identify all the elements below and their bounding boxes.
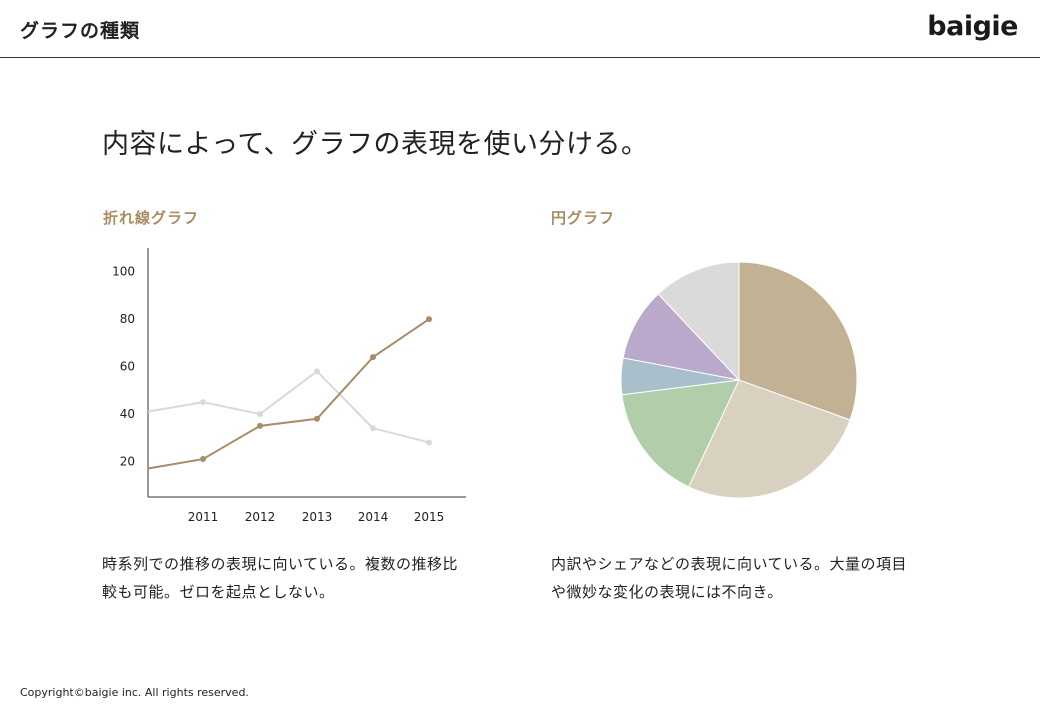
x-tick-label: 2014 (358, 510, 389, 524)
series-2-point (200, 399, 206, 406)
y-tick-label: 20 (120, 454, 135, 468)
line-chart-description: 時系列での推移の表現に向いている。複数の推移比 較も可能。ゼロを起点としない。 (102, 550, 502, 606)
x-tick-label: 2015 (414, 510, 445, 524)
pie-slice-2 (688, 379, 851, 499)
series-1-point (426, 316, 432, 323)
x-tick-label: 2011 (188, 510, 219, 524)
x-tick-label: 2012 (245, 510, 276, 524)
pie-chart-description: 内訳やシェアなどの表現に向いている。大量の項目 や微妙な変化の表現には不向き。 (551, 550, 941, 606)
series-1-point (257, 422, 263, 429)
y-tick-label: 40 (120, 407, 135, 421)
pie-slice-3 (621, 379, 740, 488)
pie-chart-label: 円グラフ (551, 209, 616, 227)
x-tick-label: 2013 (302, 510, 333, 524)
page-title: グラフの種類 (20, 20, 141, 42)
y-tick-label: 100 (112, 265, 135, 279)
pie-description-line-1: 内訳やシェアなどの表現に向いている。大量の項目 (551, 555, 908, 573)
slide-headline: 内容によって、グラフの表現を使い分ける。 (102, 129, 649, 160)
line-description-line-2: 較も可能。ゼロを起点としない。 (102, 583, 335, 601)
series-2-point (314, 368, 320, 375)
series-2-point (257, 411, 263, 417)
series-2-point (426, 439, 432, 446)
pie-slice-1 (738, 261, 858, 421)
pie-slice-5 (622, 293, 741, 381)
y-tick-label: 80 (120, 312, 135, 326)
series-1-point (370, 354, 376, 361)
brand-logo[interactable]: baigie (927, 11, 1018, 42)
series-1-point (200, 456, 206, 463)
series-1-point (314, 415, 320, 422)
line-chart-label: 折れ線グラフ (103, 209, 200, 227)
header-bar: グラフの種類 baigie (0, 0, 1040, 58)
pie-slice-6 (657, 261, 740, 382)
pie-description-line-2: や微妙な変化の表現には不向き。 (551, 583, 783, 601)
line-description-line-1: 時系列での推移の表現に向いている。複数の推移比 (102, 555, 459, 573)
series-line-2 (147, 369, 430, 444)
y-tick-label: 60 (120, 360, 135, 374)
series-line-1 (147, 318, 430, 470)
copyright-notice: Copyright©baigie inc. All rights reserve… (20, 686, 249, 699)
series-2-point (370, 425, 376, 432)
